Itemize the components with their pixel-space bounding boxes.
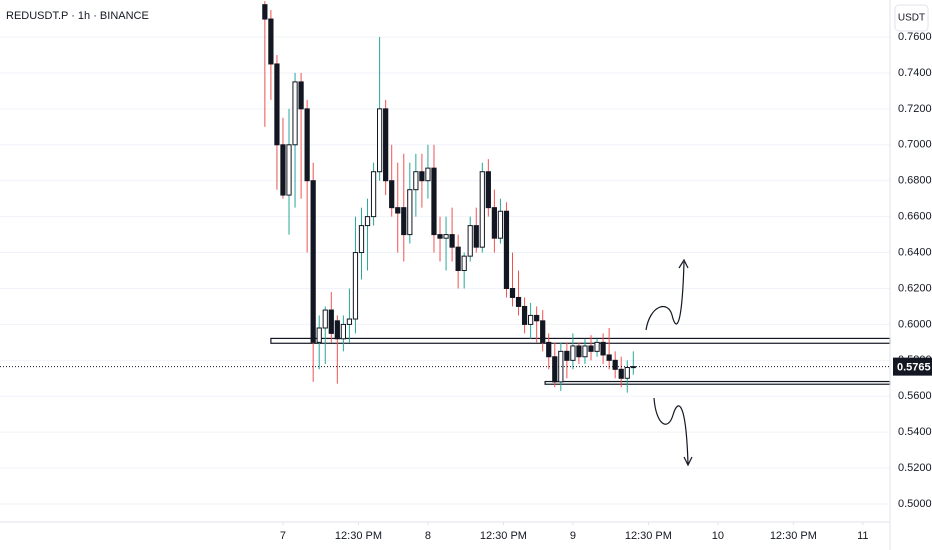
- candle-body: [570, 345, 576, 361]
- title-bg: [0, 6, 130, 24]
- candle-body: [304, 108, 310, 182]
- candle-body: [316, 327, 322, 343]
- y-tick-label: 0.5200: [898, 462, 932, 474]
- candle-body: [594, 341, 600, 352]
- candle-body: [540, 320, 546, 343]
- support-resistance-zone: [270, 337, 891, 344]
- candle-body: [600, 341, 606, 356]
- candle-body: [588, 345, 594, 352]
- candle-body: [485, 171, 491, 209]
- y-tick-label: 0.6000: [898, 318, 932, 330]
- candle-body: [298, 81, 304, 110]
- candle-body: [328, 309, 334, 334]
- y-tick-label: 0.7200: [898, 103, 932, 115]
- candle-body: [558, 350, 564, 383]
- candle-body: [467, 225, 473, 257]
- candle-body: [407, 189, 413, 236]
- candle-body: [552, 356, 558, 383]
- x-tick-label: 7: [280, 530, 286, 542]
- candle-body: [292, 81, 298, 146]
- candle-body: [419, 171, 425, 182]
- arrow-head: [678, 258, 689, 269]
- candle-body: [455, 246, 461, 272]
- grid: [0, 36, 890, 505]
- candle-body: [515, 296, 522, 307]
- candle-body: [491, 207, 497, 239]
- candle-body: [564, 350, 570, 361]
- candle-body: [274, 63, 280, 146]
- candle-body: [461, 255, 467, 272]
- y-tick-label: 0.7400: [898, 67, 932, 79]
- candle-body: [425, 167, 431, 182]
- candle-body: [340, 323, 346, 340]
- candle-body: [268, 18, 274, 65]
- y-tick-label: 0.6400: [898, 246, 932, 258]
- x-tick-label: 12:30 PM: [770, 530, 817, 542]
- candle-body: [322, 309, 328, 329]
- plot-area: [0, 1, 891, 393]
- y-tick-label: 0.6200: [898, 282, 932, 294]
- candle-body: [521, 305, 528, 325]
- candle-body: [389, 180, 395, 209]
- candle-body: [443, 234, 449, 239]
- y-tick-label: 0.5000: [898, 498, 932, 510]
- down-scenario-arrow: [653, 397, 689, 465]
- candle-body: [346, 318, 353, 325]
- candle-body: [431, 167, 437, 236]
- y-tick-label: 0.7000: [898, 139, 932, 151]
- last-price-label: 0.5765: [897, 362, 931, 374]
- x-tick-label: 11: [857, 530, 868, 542]
- currency-label[interactable]: USDT: [898, 13, 925, 24]
- y-tick-label: 0.6800: [898, 175, 932, 187]
- candle-body: [576, 345, 582, 358]
- candle-body: [503, 210, 510, 289]
- candle-body: [612, 359, 618, 370]
- candle-body: [401, 207, 407, 236]
- candle-body: [473, 225, 479, 248]
- candle-body: [286, 144, 292, 196]
- candle-body: [370, 171, 377, 218]
- currency-button[interactable]: [894, 4, 929, 32]
- candle-body: [606, 354, 612, 361]
- x-tick-label: 12:30 PM: [480, 530, 527, 542]
- y-tick-label: 0.7600: [898, 31, 932, 43]
- candle-body: [364, 216, 371, 227]
- candle-body: [395, 207, 401, 214]
- y-tick-label: 0.5400: [898, 426, 932, 438]
- candle-body: [509, 287, 516, 298]
- axes: 0.50000.52000.54000.56000.58000.60000.62…: [280, 31, 932, 542]
- candle-body: [358, 225, 365, 254]
- last-price-box: [893, 357, 932, 376]
- candle-body: [310, 180, 316, 343]
- candle-body: [449, 234, 455, 248]
- candle-body: [413, 171, 419, 191]
- candle-body: [582, 345, 588, 358]
- candle-body: [352, 252, 359, 320]
- candle-body: [437, 234, 443, 239]
- candle-body: [262, 4, 268, 20]
- x-tick-label: 12:30 PM: [335, 530, 382, 542]
- chart-title: REDUSDT.P · 1h · BINANCE: [6, 10, 149, 22]
- candle-body: [377, 108, 383, 173]
- y-tick-label: 0.6600: [898, 211, 932, 223]
- y-tick-label: 0.5600: [898, 390, 932, 402]
- candle-body: [280, 144, 286, 196]
- x-tick-label: 9: [570, 530, 576, 542]
- candle-body: [624, 367, 630, 379]
- candle-body: [497, 210, 504, 239]
- support-resistance-zone: [544, 380, 891, 385]
- up-scenario-arrow: [645, 261, 685, 331]
- candle-body: [383, 108, 389, 182]
- candle-body: [546, 341, 552, 358]
- x-tick-label: 12:30 PM: [625, 530, 672, 542]
- candle-body: [334, 320, 340, 340]
- arrow-head: [683, 456, 693, 467]
- x-tick-label: 8: [425, 530, 431, 542]
- candle-body: [618, 368, 624, 379]
- x-tick-label: 10: [712, 530, 724, 542]
- candle-body: [534, 314, 540, 322]
- candle-body: [528, 314, 534, 325]
- candle-body: [479, 171, 485, 248]
